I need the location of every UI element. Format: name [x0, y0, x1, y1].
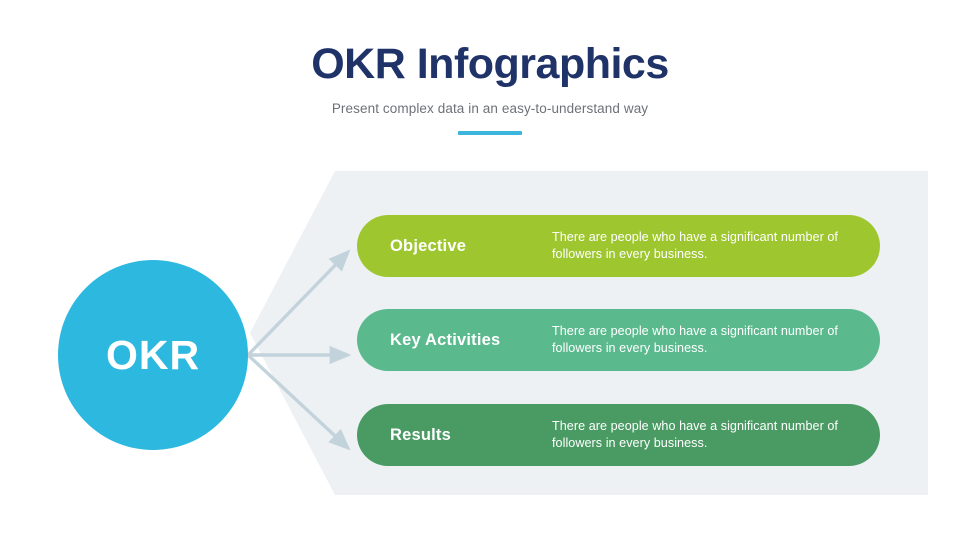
- okr-row-label: Objective: [390, 237, 467, 255]
- okr-hub-circle[interactable]: OKR: [58, 260, 248, 450]
- page-subtitle: Present complex data in an easy-to-under…: [331, 101, 649, 116]
- okr-diagram: OKR Objective There are people who have …: [0, 160, 980, 551]
- okr-row-label: Key Activities: [390, 331, 501, 349]
- okr-row-key-activities[interactable]: Key Activities There are people who have…: [357, 309, 880, 371]
- slide-header: OKR Infographics Present complex data in…: [0, 38, 980, 135]
- arrow-to-results: [246, 353, 351, 451]
- okr-hub-label: OKR: [105, 332, 201, 378]
- arrow-group: [246, 249, 352, 451]
- arrow-to-objective: [246, 249, 351, 357]
- okr-row-description: There are people who have a significant …: [552, 419, 838, 450]
- okr-row-results[interactable]: Results There are people who have a sign…: [357, 404, 880, 466]
- page-title: OKR Infographics: [311, 40, 669, 88]
- okr-row-description: There are people who have a significant …: [552, 230, 838, 261]
- okr-row-label: Results: [390, 426, 452, 444]
- title-divider: [458, 131, 522, 135]
- okr-row-description: There are people who have a significant …: [552, 324, 838, 355]
- okr-row-objective[interactable]: Objective There are people who have a si…: [357, 215, 880, 277]
